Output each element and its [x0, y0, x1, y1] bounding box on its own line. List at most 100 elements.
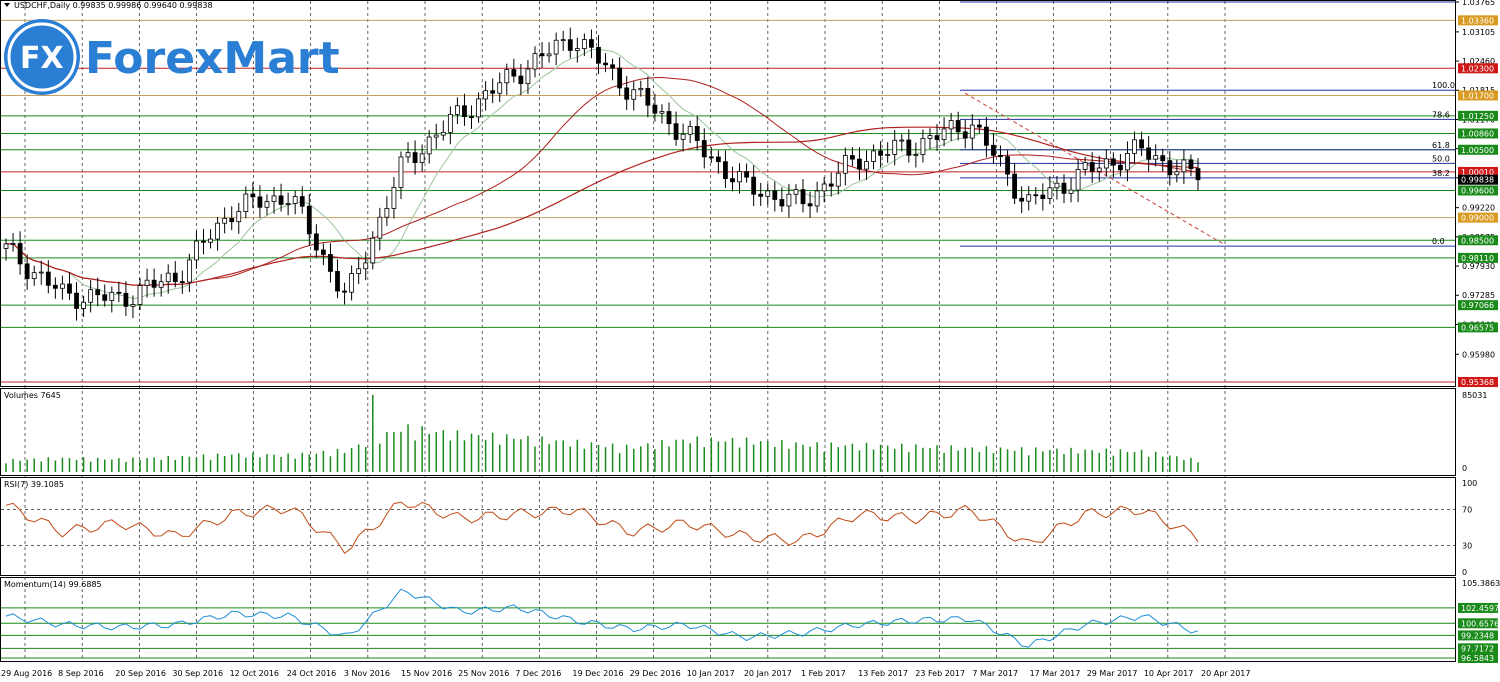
- level-label-box: [1458, 300, 1498, 311]
- level-label: 0.99838: [1461, 176, 1494, 185]
- candle-body: [673, 123, 679, 140]
- horizontal-levels: [1, 19, 1455, 383]
- candle-body: [948, 120, 954, 130]
- candle-body: [130, 304, 136, 307]
- date-label: 3 Nov 2016: [344, 669, 390, 678]
- level-label-box: [1458, 144, 1498, 155]
- candle-body: [137, 285, 143, 305]
- candle-body: [469, 116, 474, 119]
- candle-body: [123, 292, 129, 307]
- candle-body: [229, 217, 235, 223]
- level-label: 1.00010: [1461, 168, 1494, 177]
- rsi-line: 100 70 30 0: [1, 479, 1477, 577]
- candle-body: [553, 39, 559, 55]
- candle-body: [793, 189, 799, 195]
- momentum-tick-label: 102.4597: [1461, 604, 1499, 613]
- candle-body: [1033, 194, 1039, 197]
- level-label: 0.99600: [1461, 186, 1494, 195]
- price-axis-label: 0.95980: [1462, 350, 1495, 359]
- candle-body: [659, 111, 665, 114]
- candle-body: [3, 243, 9, 249]
- candle-body: [257, 196, 263, 208]
- candle-body: [581, 39, 587, 50]
- level-label-box: [1458, 90, 1498, 101]
- fib-label: 0.0: [1432, 237, 1445, 246]
- candle-body: [666, 111, 672, 125]
- candle-body: [638, 88, 644, 91]
- candle-body: [1188, 159, 1194, 170]
- logo-name: ForexMart: [85, 33, 340, 84]
- level-label-box: [1458, 15, 1498, 26]
- candle-body: [835, 172, 841, 187]
- momentum-tick-label: 97.7172: [1461, 644, 1494, 653]
- candle-body: [144, 279, 150, 286]
- level-label-box: [1458, 63, 1498, 74]
- candle-body: [701, 140, 707, 158]
- date-label: 24 Oct 2016: [287, 669, 336, 678]
- candle-body: [984, 126, 989, 146]
- header-arrow-icon: [4, 3, 10, 7]
- candle-body: [1103, 158, 1109, 169]
- candle-body: [1068, 189, 1074, 194]
- date-label: 29 Dec 2016: [630, 669, 681, 678]
- date-label: 10 Jan 2017: [687, 669, 735, 678]
- candle-body: [715, 156, 721, 163]
- momentum-tick-label: 100.6576: [1461, 619, 1499, 628]
- candle-body: [186, 259, 192, 283]
- momentum-line: 105.3863 102.4597 100.6576 99.2348 97.717296…: [1, 579, 1500, 663]
- candle-body: [1110, 158, 1116, 166]
- candle-body: [370, 237, 376, 264]
- candle-body: [405, 152, 411, 158]
- price-axis-label: 0.97285: [1462, 291, 1495, 300]
- symbol-header: USDCHF,Daily 0.99835 0.99986 0.99640 0.9…: [14, 1, 213, 10]
- candle-body: [1026, 194, 1032, 202]
- candle-body: [504, 69, 510, 84]
- candle-body: [38, 271, 44, 274]
- date-label: 13 Feb 2017: [858, 669, 908, 678]
- candle-body: [1167, 160, 1173, 176]
- candle-body: [426, 136, 432, 155]
- candle-body: [807, 203, 813, 207]
- candle-body: [991, 144, 996, 156]
- level-label-box: [1458, 110, 1498, 121]
- candle-body: [264, 201, 270, 208]
- candle-body: [88, 289, 94, 303]
- candle-body: [920, 138, 926, 156]
- level-label: 1.02300: [1461, 64, 1494, 73]
- price-axis-label: 0.97930: [1462, 262, 1495, 271]
- candle-body: [737, 171, 742, 183]
- candle-body: [800, 189, 806, 205]
- candle-body: [17, 243, 23, 265]
- candle-body: [490, 90, 496, 94]
- momentum-line-path: [5, 588, 1199, 648]
- date-label: 12 Oct 2016: [230, 669, 279, 678]
- candle-body: [60, 283, 65, 289]
- candle-body: [680, 133, 686, 140]
- candle-body: [236, 211, 242, 223]
- date-label: 10 Apr 2017: [1144, 669, 1193, 678]
- candle-body: [518, 75, 524, 85]
- candle-body: [708, 156, 714, 159]
- level-label-box: [1458, 128, 1498, 139]
- candle-body: [1054, 182, 1060, 189]
- candle-body: [356, 268, 362, 274]
- candle-body: [610, 64, 615, 69]
- candle-body: [299, 196, 305, 207]
- candle-body: [455, 105, 460, 115]
- candle-body: [250, 193, 256, 198]
- candle-body: [497, 82, 503, 94]
- level-label-box: [1458, 322, 1498, 333]
- candle-body: [328, 254, 333, 272]
- candle-body: [313, 233, 319, 251]
- level-label: 1.03360: [1461, 16, 1494, 25]
- candle-body: [208, 238, 213, 243]
- date-label: 20 Sep 2016: [115, 669, 166, 678]
- candle-body: [81, 301, 86, 309]
- candle-body: [1174, 171, 1180, 176]
- candle-body: [52, 284, 58, 289]
- candle-body: [786, 193, 792, 207]
- level-label-box: [1458, 185, 1498, 196]
- fib-label: 61.8: [1432, 141, 1450, 150]
- candle-body: [278, 195, 284, 205]
